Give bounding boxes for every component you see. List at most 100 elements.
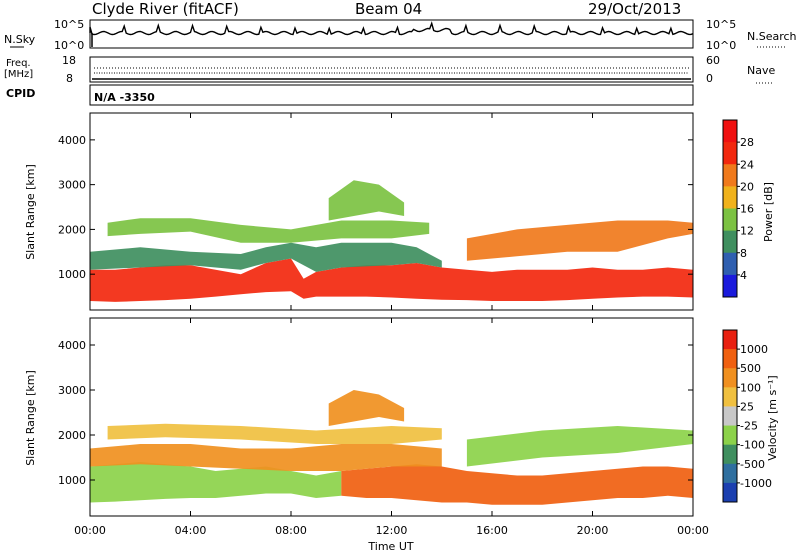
- cpid-label: CPID: [6, 87, 35, 100]
- power-panel: 1000 2000 3000 4000 Slant Range [km] 4 8 12 16…: [24, 112, 775, 311]
- station-title: Clyde River (fitACF): [92, 0, 239, 18]
- velocity-colorbar-tick-label: 1000: [740, 343, 768, 356]
- velocity-colorbar-tick-label: -1000: [740, 477, 772, 490]
- velocity-colorbar-swatch: [723, 368, 737, 388]
- power-band-3: [328, 180, 405, 221]
- velocity-colorbar-tick-label: 100: [740, 381, 761, 394]
- power-band-4: [466, 220, 693, 261]
- velocity-panel: 1000 2000 3000 4000 Slant Range [km] 1000 50…: [24, 317, 779, 517]
- sky-trace: [89, 21, 694, 47]
- time-tick-label: 08:00: [275, 524, 307, 537]
- velocity-ytick-label: 4000: [58, 339, 86, 352]
- power-colorbar-label: Power [dB]: [762, 182, 775, 242]
- cpid-panel: CPID N/A -3350: [6, 84, 694, 106]
- velocity-band-5: [466, 426, 693, 467]
- velocity-colorbar-tick-label: -100: [740, 439, 765, 452]
- power-colorbar-swatch: [723, 230, 737, 254]
- freq-left-tick-bottom: 8: [66, 72, 73, 85]
- power-ytick-label: 1000: [58, 268, 86, 281]
- velocity-colorbar-swatch: [723, 406, 737, 427]
- time-axis-label: Time UT: [367, 540, 413, 553]
- velocity-band-4: [328, 390, 405, 426]
- velocity-heatmap: [90, 390, 693, 505]
- velocity-ytick-label: 2000: [58, 429, 86, 442]
- power-colorbar-tick-label: 24: [740, 158, 754, 171]
- power-x-ticks: [89, 113, 694, 310]
- velocity-colorbar-frame: [722, 329, 738, 503]
- time-tick-label: 12:00: [376, 524, 408, 537]
- power-colorbar-swatch: [723, 120, 737, 143]
- freq-right-tick-bottom: 0: [706, 72, 713, 85]
- freq-right-label: Nave: [747, 64, 775, 77]
- velocity-y-label: Slant Range [km]: [24, 370, 37, 466]
- freq-left-tick-top: 18: [62, 54, 76, 67]
- time-tick-label: 00:00: [74, 524, 106, 537]
- power-ytick-label: 3000: [58, 179, 86, 192]
- sky-panel: N.Sky 10^5 10^0 10^5 10^0 N.Search: [4, 18, 797, 52]
- power-colorbar-swatch: [723, 186, 737, 209]
- sky-panel-frame: [89, 19, 694, 49]
- velocity-band-2: [90, 444, 442, 471]
- beam-title: Beam 04: [355, 0, 422, 18]
- velocity-colorbar-swatch: [723, 330, 737, 350]
- sky-left-label: N.Sky: [4, 33, 36, 46]
- velocity-colorbar-tick-label: 500: [740, 362, 761, 375]
- velocity-colorbar: 1000 500 100 25 -25 -100 -500 -1000: [722, 329, 772, 503]
- power-colorbar-swatch: [723, 274, 737, 298]
- velocity-colorbar-swatch: [723, 425, 737, 446]
- velocity-colorbar-tick-label: 25: [740, 400, 754, 413]
- velocity-colorbar-label: Velocity [m s⁻¹]: [766, 375, 779, 460]
- power-colorbar-swatch: [723, 252, 737, 276]
- time-tick-label: 00:00: [677, 524, 709, 537]
- freq-panel-frame: [89, 56, 694, 83]
- freq-right-tick-top: 60: [706, 54, 720, 67]
- time-tick-label: 20:00: [577, 524, 609, 537]
- power-colorbar-tick-label: 16: [740, 203, 754, 216]
- sky-trace-line: [89, 21, 694, 36]
- power-colorbar-tick-label: 20: [740, 180, 754, 193]
- velocity-band-1: [341, 464, 693, 505]
- time-axis-labels: 00:00 04:00 08:00 12:00 16:00 20:00 00:00: [74, 524, 709, 537]
- sky-left-tick-bottom: 10^0: [54, 39, 84, 52]
- freq-left-label-top: Freq.: [6, 58, 31, 69]
- velocity-band-3: [107, 423, 442, 444]
- time-tick-label: 16:00: [476, 524, 508, 537]
- velocity-ytick-label: 3000: [58, 384, 86, 397]
- velocity-colorbar-swatch: [723, 463, 737, 484]
- power-colorbar-swatch: [723, 208, 737, 232]
- sky-right-tick-top: 10^5: [706, 18, 736, 31]
- power-heatmap: [90, 180, 693, 302]
- time-tick-label: 04:00: [175, 524, 207, 537]
- power-y-label: Slant Range [km]: [24, 164, 37, 260]
- freq-left-label-bottom: [MHz]: [4, 69, 33, 80]
- velocity-y-ticks: 1000 2000 3000 4000: [58, 339, 693, 487]
- cpid-frame: [89, 84, 694, 106]
- sky-left-tick-top: 10^5: [54, 18, 84, 31]
- power-y-ticks: 1000 2000 3000 4000: [58, 134, 693, 281]
- velocity-band-0: [90, 462, 342, 503]
- power-colorbar-swatch: [723, 142, 737, 165]
- power-band-1: [90, 242, 442, 272]
- power-colorbar: 4 8 12 16 20 24 28: [722, 119, 754, 298]
- velocity-colorbar-swatch: [723, 349, 737, 369]
- power-colorbar-swatch: [723, 164, 737, 187]
- velocity-colorbar-tick-label: -500: [740, 458, 765, 471]
- velocity-colorbar-tick-label: -25: [740, 420, 758, 433]
- power-ytick-label: 4000: [58, 134, 86, 147]
- velocity-colorbar-swatch: [723, 482, 737, 503]
- freq-panel: Freq. [MHz] 18 8 60 0 Nave: [4, 54, 775, 85]
- power-band-2: [107, 218, 430, 243]
- velocity-x-ticks: [89, 318, 694, 516]
- power-colorbar-tick-label: 28: [740, 136, 754, 149]
- sky-right-label: N.Search: [747, 30, 797, 43]
- sky-right-tick-bottom: 10^0: [706, 39, 736, 52]
- velocity-colorbar-swatch: [723, 444, 737, 465]
- cpid-value: N/A -3350: [94, 91, 155, 104]
- freq-trace: [92, 67, 691, 80]
- power-colorbar-tick-label: 8: [740, 247, 747, 260]
- date-title: 29/Oct/2013: [588, 0, 681, 18]
- power-colorbar-tick-label: 4: [740, 269, 747, 282]
- power-colorbar-tick-label: 12: [740, 225, 754, 238]
- velocity-ytick-label: 1000: [58, 474, 86, 487]
